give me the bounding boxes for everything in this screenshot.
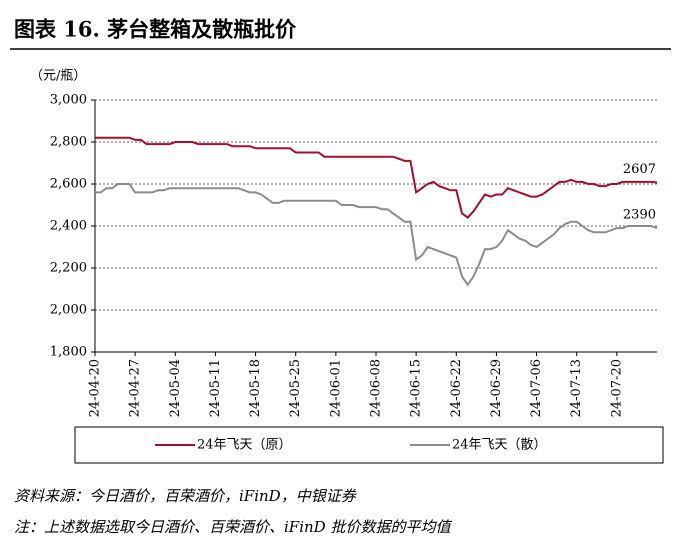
note: 注：上述数据选取今日酒价、百荣酒价、iFinD 批价数据的平均值 [14, 518, 452, 536]
x-tick-label: 24-04-27 [128, 359, 143, 417]
source: 资料来源：今日酒价，百荣酒价，iFinD，中银证券 [14, 487, 357, 505]
legend-label: 24年飞天（原） [197, 438, 292, 453]
x-tick-label: 24-07-20 [609, 359, 624, 417]
series-line [95, 183, 658, 287]
x-tick-label: 24-04-20 [88, 359, 103, 417]
legend-label: 24年飞天（散） [452, 438, 547, 453]
y-tick-label: 3,000 [50, 93, 87, 108]
x-tick-label: 24-06-29 [489, 359, 504, 417]
x-tick-label: 24-07-06 [529, 359, 544, 417]
end-value-label: 2607 [623, 162, 656, 177]
x-tick-label: 24-05-18 [248, 359, 263, 417]
x-tick-label: 24-05-25 [288, 359, 303, 417]
x-tick-label: 24-07-13 [569, 359, 584, 417]
x-tick-label: 24-06-08 [369, 359, 384, 417]
y-axis-label: （元/瓶） [30, 69, 86, 84]
end-value-label: 2390 [623, 208, 656, 223]
x-tick-label: 24-06-15 [409, 359, 424, 417]
legend-box [74, 426, 664, 464]
y-tick-label: 2,400 [50, 219, 87, 234]
x-tick-label: 24-06-22 [449, 359, 464, 417]
y-tick-label: 2,800 [50, 135, 87, 150]
y-tick-label: 2,600 [50, 177, 87, 192]
y-tick-label: 1,800 [50, 345, 87, 360]
y-tick-label: 2,200 [50, 261, 87, 276]
chart-title: 图表 16. 茅台整箱及散瓶批价 [14, 17, 297, 42]
x-tick-label: 24-05-11 [208, 359, 223, 417]
series-line [95, 136, 658, 219]
x-tick-label: 24-06-01 [328, 359, 343, 417]
x-tick-label: 24-05-04 [168, 359, 183, 417]
y-tick-label: 2,000 [50, 303, 87, 318]
